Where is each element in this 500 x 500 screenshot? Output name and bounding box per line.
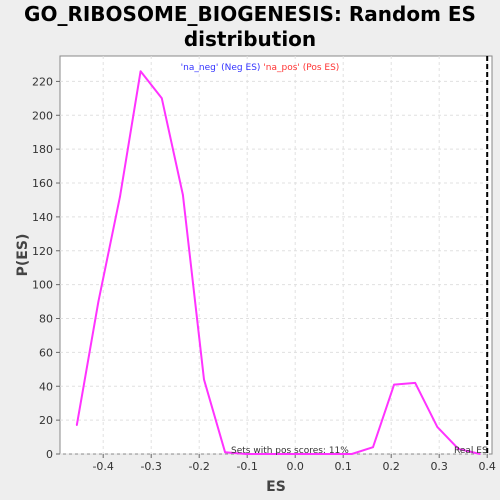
chart-title-line1: GO_RIBOSOME_BIOGENESIS: Random ES xyxy=(24,2,476,26)
x-tick-label: 0.3 xyxy=(430,460,448,473)
data-point xyxy=(308,453,311,455)
legend-neg: 'na_neg' (Neg ES) xyxy=(181,63,264,73)
chart-title-line2: distribution xyxy=(183,27,317,51)
y-tick-label: 20 xyxy=(39,414,53,427)
y-tick-label: 60 xyxy=(39,346,53,359)
y-tick-label: 160 xyxy=(32,177,53,190)
data-point xyxy=(245,453,248,455)
annotations: Real ES Sets with pos scores: 11% 'na_neg'… xyxy=(181,56,489,456)
data-point xyxy=(287,453,290,455)
legend-pos: 'na_pos' (Pos ES) xyxy=(263,63,339,73)
y-tick-label: 140 xyxy=(32,211,53,224)
data-point xyxy=(139,70,142,73)
y-tick-label: 100 xyxy=(32,279,53,292)
y-tick-label: 200 xyxy=(32,109,53,122)
data-point xyxy=(329,453,332,455)
data-point xyxy=(479,453,481,455)
data-point xyxy=(393,383,395,386)
data-point xyxy=(457,448,460,450)
data-point xyxy=(119,195,121,198)
x-tick-label: -0.2 xyxy=(188,460,209,473)
x-tick-label: 0.1 xyxy=(334,460,352,473)
data-point xyxy=(351,453,353,455)
y-tick-label: 40 xyxy=(39,380,53,393)
y-tick-label: 220 xyxy=(32,75,53,88)
y-tick-label: 80 xyxy=(39,313,53,326)
data-point xyxy=(436,426,439,428)
data-point xyxy=(372,446,374,449)
y-axis-label: P(ES) xyxy=(15,234,31,277)
data-point xyxy=(266,453,269,455)
y-tick-label: 0 xyxy=(46,448,53,461)
axes: -0.4 -0.3 -0.2 -0.1 0.0 0.1 0.2 0.3 0.4 0 20 40 60 80… xyxy=(15,75,496,495)
chart-title: GO_RIBOSOME_BIOGENESIS: Random ES distri… xyxy=(0,2,500,52)
data-point xyxy=(76,424,78,427)
data-point xyxy=(224,451,226,454)
y-tick-label: 180 xyxy=(32,143,53,156)
y-tick-label: 120 xyxy=(32,245,53,258)
x-axis-label: ES xyxy=(266,479,286,495)
data-point xyxy=(414,382,417,384)
series-line xyxy=(75,70,481,455)
x-tick-label: 0.2 xyxy=(382,460,400,473)
x-tick-label: -0.4 xyxy=(92,460,113,473)
x-tick-label: -0.3 xyxy=(140,460,161,473)
data-point xyxy=(182,194,184,196)
series-group xyxy=(75,70,481,455)
x-tick-label: 0.0 xyxy=(286,460,304,473)
data-point xyxy=(97,300,100,303)
data-point xyxy=(203,378,205,381)
pos-scores-annotation: Sets with pos scores: 11% xyxy=(231,446,349,456)
x-tick-label: -0.1 xyxy=(236,460,257,473)
real-es-label: Real ES xyxy=(454,446,488,456)
legend: 'na_neg' (Neg ES) 'na_pos' (Pos ES) xyxy=(181,63,340,73)
data-point xyxy=(160,97,163,100)
x-tick-label: 0.4 xyxy=(478,460,496,473)
grid-lines xyxy=(60,56,492,455)
